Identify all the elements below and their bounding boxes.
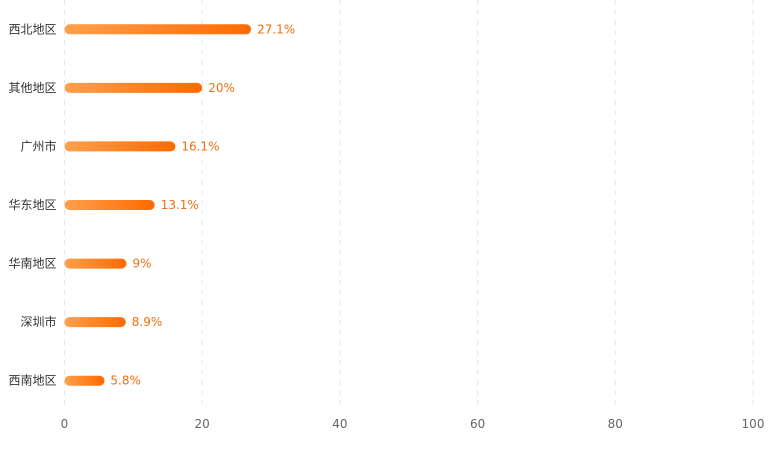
bar-row: 广州市 16.1% <box>20 138 219 153</box>
bar-row: 西南地区 5.8% <box>8 373 140 388</box>
bar-row: 深圳市 8.9% <box>20 314 162 329</box>
x-tick-label: 0 <box>61 417 69 431</box>
data-label: 5.8% <box>110 374 141 388</box>
bar <box>64 258 127 269</box>
bar-row: 西北地区 27.1% <box>8 22 295 36</box>
x-tick-label: 40 <box>332 417 347 431</box>
category-label: 华东地区 <box>8 198 56 212</box>
category-label: 深圳市 <box>20 314 56 329</box>
category-label: 西北地区 <box>8 22 56 36</box>
bar-row: 华南地区 9% <box>8 256 151 271</box>
bar-row: 其他地区 20% <box>8 81 234 95</box>
data-label: 9% <box>132 257 151 271</box>
x-tick-label: 60 <box>470 417 485 431</box>
category-label: 华南地区 <box>8 256 56 271</box>
bar <box>64 141 176 152</box>
data-label: 16.1% <box>181 139 219 153</box>
x-tick-label: 100 <box>742 417 765 431</box>
data-label: 8.9% <box>132 315 163 329</box>
category-label: 其他地区 <box>8 81 56 95</box>
x-tick-label: 20 <box>195 417 210 431</box>
bars: 西北地区 27.1% 其他地区 20% 广州市 16.1% 华东地区 13.1% 华南地区 9% 深… <box>8 22 295 387</box>
category-label: 西南地区 <box>8 373 56 388</box>
bar <box>64 200 155 210</box>
grid-lines <box>64 0 754 410</box>
x-axis-ticks: 0 20 40 60 80 100 <box>61 417 765 431</box>
bar <box>64 375 105 386</box>
bar <box>64 82 203 93</box>
x-tick-label: 80 <box>608 417 623 431</box>
category-label: 广州市 <box>20 138 56 153</box>
data-label: 13.1% <box>161 198 199 212</box>
data-label: 20% <box>208 81 235 95</box>
bar <box>64 24 252 35</box>
data-label: 27.1% <box>257 22 295 36</box>
bar-row: 华东地区 13.1% <box>8 198 198 212</box>
bar <box>64 317 126 328</box>
